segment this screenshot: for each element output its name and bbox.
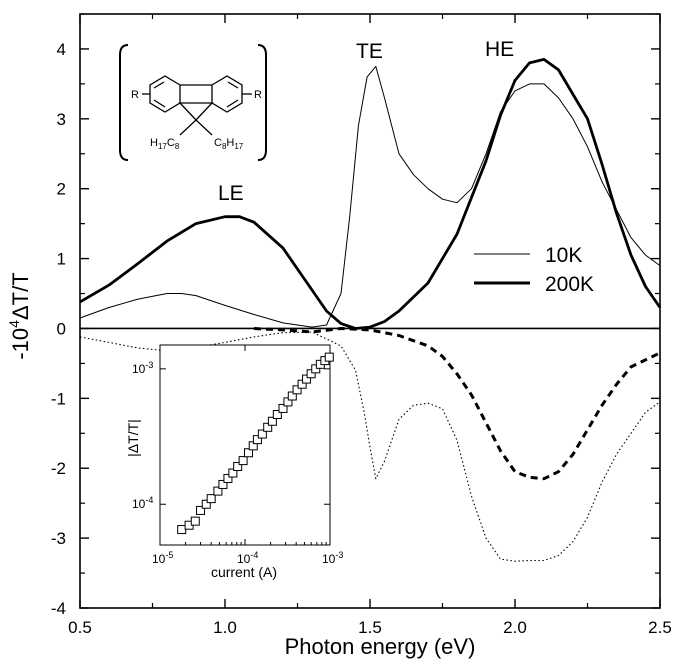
annotation-te: TE — [356, 40, 383, 63]
y-title-rest: ΔT/T — [8, 272, 33, 320]
series-line-curve-2 — [79, 331, 661, 562]
legend-label-200k: 200K — [545, 273, 594, 296]
y-tick-label: -3 — [51, 529, 66, 548]
inset-point — [252, 435, 262, 445]
inset-point — [228, 468, 238, 478]
inset-point — [233, 461, 243, 471]
inset-y-tick-label: 10-4 — [132, 495, 153, 511]
inset-x-tick-label: 10-5 — [152, 550, 173, 566]
inset-point — [206, 494, 216, 504]
y-tick-label: -2 — [51, 459, 66, 478]
structure-r-right: R — [254, 89, 262, 101]
inset-point — [267, 416, 277, 426]
annotation-he: HE — [485, 38, 514, 61]
inset-point — [244, 448, 254, 458]
inset-point — [263, 422, 273, 432]
y-tick-label: 1 — [57, 250, 66, 269]
inset-point — [223, 473, 233, 483]
legend-label-10k: 10K — [545, 244, 582, 267]
y-axis-title: -104ΔT/T — [6, 272, 33, 359]
y-tick-label: -4 — [51, 599, 66, 618]
inset-point — [196, 505, 206, 515]
inset-point — [238, 456, 248, 466]
inset-point — [257, 429, 267, 439]
inset-point — [201, 499, 211, 509]
inset-point — [302, 374, 312, 384]
inset-point — [218, 479, 228, 489]
y-title-exp: 4 — [6, 320, 22, 328]
inset-point — [190, 516, 200, 526]
x-axis-title: Photon energy (eV) — [285, 634, 476, 659]
inset-y-title: |ΔT/T| — [125, 419, 141, 457]
inset-point — [292, 385, 302, 395]
y-tick-label: 3 — [57, 110, 66, 129]
annotation-le: LE — [218, 182, 244, 205]
inset-x-tick-label: 10-4 — [237, 550, 258, 566]
inset-point — [311, 364, 321, 374]
inset-point — [324, 352, 334, 362]
inset-point — [213, 486, 223, 496]
x-tick-label: 0.5 — [68, 618, 92, 637]
y-tick-label: 4 — [57, 40, 66, 59]
x-tick-label: 1.0 — [213, 618, 237, 637]
y-tick-label: 0 — [57, 319, 66, 338]
inset-x-tick-label: 10-3 — [322, 550, 343, 566]
fluorene-structure — [119, 44, 267, 161]
legend: 10K 200K — [474, 244, 594, 296]
inset-point — [287, 391, 297, 401]
inset-point — [177, 525, 187, 535]
inset-chart: 10-5 10-4 10-3 10-4 10-3 current (A) |ΔT/T| — [125, 344, 343, 580]
y-tick-label: 2 — [57, 180, 66, 199]
inset-ticks: 10-5 10-4 10-3 10-4 10-3 — [132, 345, 343, 566]
inset-frame — [159, 344, 331, 546]
structure-sub-right: C8H17 — [214, 137, 244, 151]
y-tick-label: -1 — [51, 389, 66, 408]
series-layer — [79, 58, 662, 562]
y-title-base: -10 — [8, 328, 33, 360]
inset-point — [278, 403, 288, 413]
inset-points — [177, 352, 334, 535]
series-line-10k — [79, 65, 661, 328]
structure-sub-left: H17C8 — [150, 137, 180, 151]
x-tick-label: 2.5 — [648, 618, 672, 637]
structure-r-left: R — [131, 89, 139, 101]
x-tick-label: 2.0 — [503, 618, 527, 637]
inset-x-title: current (A) — [211, 564, 277, 580]
inset-point — [306, 369, 316, 379]
axis-ticks: 0.5 1.0 1.5 2.0 2.5 -4 -3 -2 -1 0 1 2 3 4 — [51, 13, 672, 637]
x-tick-label: 1.5 — [358, 618, 382, 637]
inset-point — [272, 410, 282, 420]
series-line-200k — [79, 58, 662, 330]
series-line-curve-3 — [253, 327, 661, 481]
inset-y-tick-label: 10-3 — [132, 360, 153, 376]
